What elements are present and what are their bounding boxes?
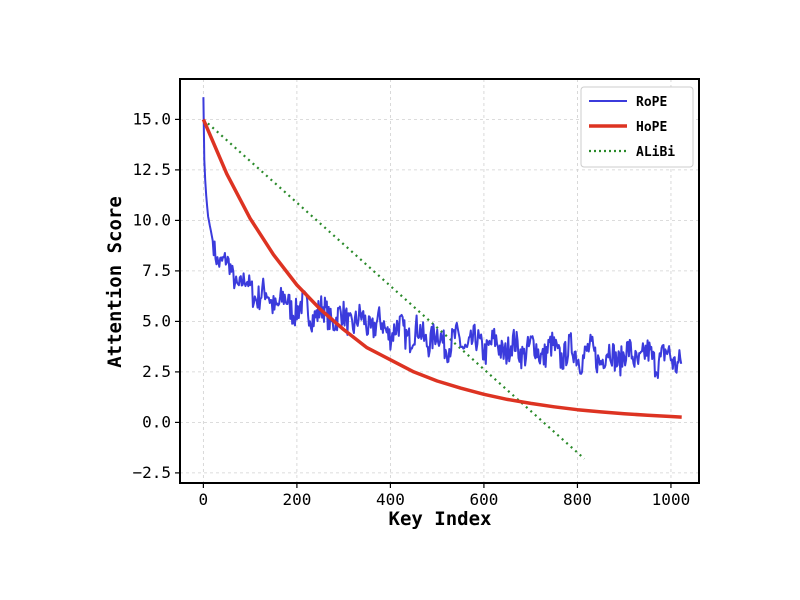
legend: RoPE HoPE ALiBi (580, 86, 694, 168)
x-tick-label: 0 (199, 490, 209, 509)
x-axis-title: Key Index (389, 508, 492, 530)
plot-frame (179, 78, 700, 484)
y-axis-title: Attention Score (104, 196, 126, 368)
legend-label-alibi: ALiBi (636, 145, 675, 160)
legend-box (580, 86, 694, 168)
x-tick-label: 1000 (652, 490, 691, 509)
y-tick-label: 5.0 (142, 311, 171, 330)
series-line-hope (201, 118, 682, 419)
x-tick-label: 800 (563, 490, 592, 509)
grid-lines (180, 79, 699, 483)
series-line-rope (202, 97, 683, 379)
y-tick-label: 10.0 (132, 210, 171, 229)
legend-label-rope: RoPE (636, 95, 667, 110)
x-tick-label: 200 (282, 490, 311, 509)
series-layer (201, 97, 683, 460)
series-line-alibi (202, 118, 586, 460)
y-tick-label: 15.0 (132, 109, 171, 128)
x-tick-label: 400 (376, 490, 405, 509)
legend-label-hope: HoPE (636, 120, 667, 135)
y-tick-label: −2.5 (132, 463, 171, 482)
x-tick-label: 600 (469, 490, 498, 509)
y-tick-label: 0.0 (142, 412, 171, 431)
y-tick-label: 2.5 (142, 362, 171, 381)
axis-ticks (175, 118, 672, 488)
y-tick-label: 7.5 (142, 261, 171, 280)
axis-tick-labels: 0 200 400 600 800 1000 −2.5 0.0 2.5 5.0 7.5 10.0 12.… (132, 109, 690, 509)
y-tick-label: 12.5 (132, 160, 171, 179)
